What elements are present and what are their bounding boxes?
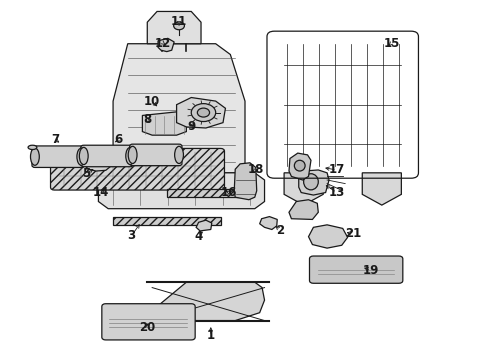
Polygon shape <box>289 153 311 180</box>
Polygon shape <box>158 39 174 51</box>
Text: 9: 9 <box>187 120 196 133</box>
Polygon shape <box>309 225 347 248</box>
Text: 13: 13 <box>329 186 345 199</box>
Text: 14: 14 <box>93 186 109 199</box>
Ellipse shape <box>174 146 183 163</box>
Ellipse shape <box>28 145 37 149</box>
Ellipse shape <box>77 148 86 165</box>
Text: 4: 4 <box>194 230 202 243</box>
Text: 20: 20 <box>139 321 155 334</box>
FancyBboxPatch shape <box>130 144 182 166</box>
Polygon shape <box>113 44 245 180</box>
Ellipse shape <box>294 160 305 171</box>
Polygon shape <box>98 173 265 209</box>
Text: 18: 18 <box>247 163 264 176</box>
FancyBboxPatch shape <box>50 148 224 190</box>
Ellipse shape <box>128 146 137 163</box>
Ellipse shape <box>30 148 39 165</box>
Ellipse shape <box>126 147 135 165</box>
Text: 10: 10 <box>144 95 160 108</box>
Ellipse shape <box>79 147 88 165</box>
Text: 19: 19 <box>363 264 379 277</box>
FancyBboxPatch shape <box>81 145 133 167</box>
Text: 5: 5 <box>82 167 90 180</box>
Polygon shape <box>260 217 277 229</box>
Polygon shape <box>147 12 201 44</box>
Text: 17: 17 <box>329 163 345 176</box>
Text: 2: 2 <box>276 224 284 237</box>
Bar <box>167 189 245 197</box>
Text: 3: 3 <box>127 229 136 242</box>
Text: 6: 6 <box>114 133 122 146</box>
Ellipse shape <box>197 108 210 117</box>
Polygon shape <box>299 170 329 195</box>
Text: 1: 1 <box>207 329 215 342</box>
Text: 16: 16 <box>221 186 238 199</box>
Text: 15: 15 <box>383 36 400 50</box>
Polygon shape <box>362 173 401 205</box>
Text: 12: 12 <box>155 36 171 50</box>
Polygon shape <box>143 112 186 135</box>
Text: 7: 7 <box>51 133 59 146</box>
Text: 8: 8 <box>143 113 151 126</box>
Polygon shape <box>176 98 225 128</box>
Polygon shape <box>234 163 257 200</box>
FancyBboxPatch shape <box>310 256 403 283</box>
FancyBboxPatch shape <box>32 146 84 167</box>
Ellipse shape <box>191 104 216 122</box>
FancyBboxPatch shape <box>102 304 195 340</box>
Polygon shape <box>284 173 323 205</box>
Polygon shape <box>150 282 265 320</box>
Bar <box>113 217 220 225</box>
Ellipse shape <box>304 174 318 190</box>
Text: 11: 11 <box>171 15 187 28</box>
Ellipse shape <box>173 22 184 30</box>
Polygon shape <box>85 159 111 171</box>
Polygon shape <box>289 200 318 220</box>
Polygon shape <box>196 220 212 231</box>
Text: 21: 21 <box>345 227 362 240</box>
